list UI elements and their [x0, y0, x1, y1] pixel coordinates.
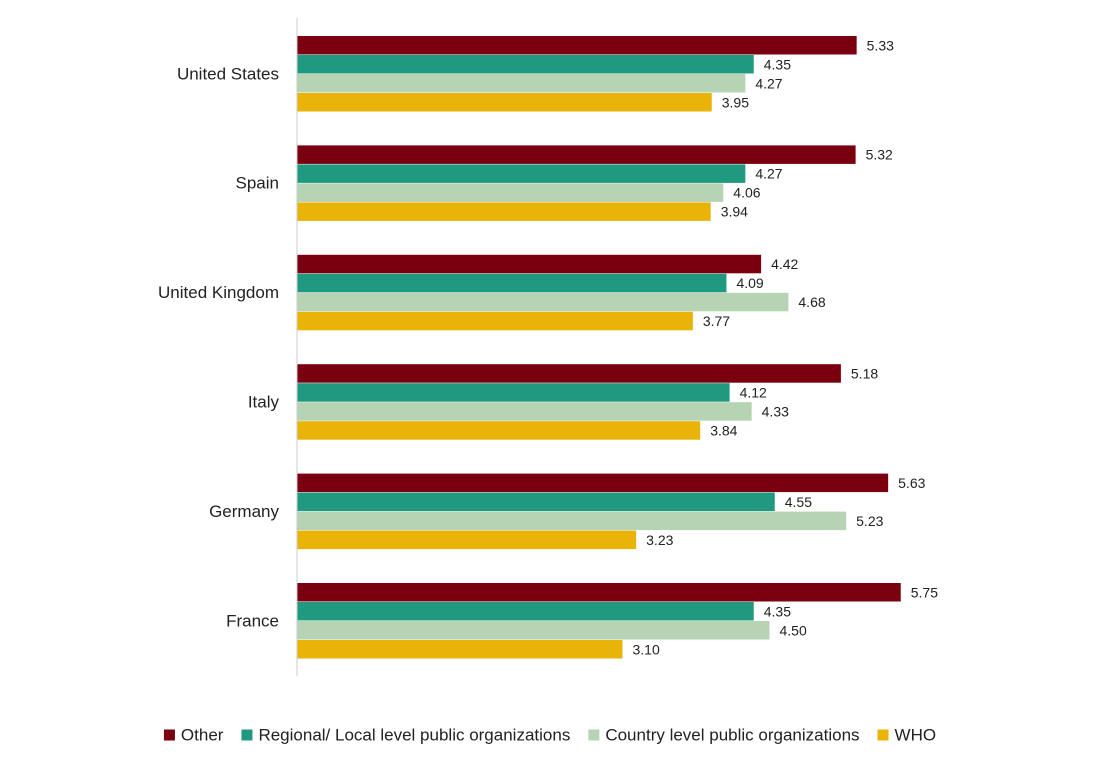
category-label-france: France: [226, 611, 279, 630]
data-label-united-kingdom-who: 3.77: [703, 313, 730, 329]
bar-united-kingdom-regional-local-level-public-organizations: [297, 273, 727, 293]
legend-label-other: Other: [181, 726, 224, 745]
bar-united-states-country-level-public-organizations: [297, 74, 746, 93]
legend-item-regional-local-level-public-organizations: Regional/ Local level public organizatio…: [241, 726, 570, 745]
bar-germany-other: [297, 473, 889, 493]
bar-spain-country-level-public-organizations: [297, 183, 724, 202]
legend-swatch-who: [877, 729, 889, 741]
data-label-italy-who: 3.84: [710, 422, 737, 438]
data-label-united-states-regional-local-level-public-organizations: 4.35: [764, 56, 791, 72]
data-label-france-who: 3.10: [633, 641, 660, 657]
bar-united-states-regional-local-level-public-organizations: [297, 55, 754, 74]
data-label-germany-who: 3.23: [646, 532, 673, 548]
data-label-france-other: 5.75: [911, 584, 938, 600]
bar-united-states-who: [297, 93, 712, 112]
data-label-germany-regional-local-level-public-organizations: 4.55: [785, 494, 812, 510]
bar-united-kingdom-who: [297, 311, 693, 331]
data-label-united-states-other: 5.33: [867, 37, 894, 53]
legend-label-regional-local-level-public-organizations: Regional/ Local level public organizatio…: [258, 726, 570, 745]
data-label-united-states-who: 3.95: [722, 94, 749, 110]
data-label-united-kingdom-regional-local-level-public-organizations: 4.09: [736, 275, 763, 291]
legend-swatch-other: [163, 729, 175, 741]
labels-layer: United States 5.33 4.35 4.27 3.95 Spain 5.32 4.…: [158, 37, 938, 657]
data-label-spain-who: 3.94: [721, 204, 748, 220]
bar-spain-other: [297, 145, 856, 164]
data-label-france-country-level-public-organizations: 4.50: [780, 622, 807, 638]
bar-germany-who: [297, 530, 637, 550]
bar-united-states-other: [297, 36, 857, 55]
legend-item-country-level-public-organizations: Country level public organizations: [588, 726, 860, 745]
data-label-united-kingdom-country-level-public-organizations: 4.68: [798, 294, 825, 310]
data-label-united-states-country-level-public-organizations: 4.27: [755, 75, 782, 91]
legend-swatch-country-level-public-organizations: [588, 729, 600, 741]
legend-item-other: Other: [163, 726, 224, 745]
legend: Other Regional/ Local level public organi…: [163, 726, 937, 745]
bar-france-who: [297, 640, 623, 659]
bar-france-country-level-public-organizations: [297, 621, 770, 640]
data-label-italy-regional-local-level-public-organizations: 4.12: [740, 384, 767, 400]
bar-italy-other: [297, 364, 841, 383]
bar-spain-who: [297, 202, 711, 221]
data-label-united-kingdom-other: 4.42: [771, 256, 798, 272]
bar-france-regional-local-level-public-organizations: [297, 602, 754, 621]
data-label-france-regional-local-level-public-organizations: 4.35: [764, 603, 791, 619]
data-label-spain-country-level-public-organizations: 4.06: [733, 185, 760, 201]
data-label-italy-country-level-public-organizations: 4.33: [762, 403, 789, 419]
data-label-italy-other: 5.18: [851, 365, 878, 381]
category-label-united-kingdom: United Kingdom: [158, 283, 279, 302]
category-label-italy: Italy: [248, 392, 280, 411]
bars-layer: [297, 36, 901, 659]
data-label-spain-regional-local-level-public-organizations: 4.27: [755, 166, 782, 182]
legend-label-who: WHO: [895, 726, 937, 745]
legend-swatch-regional-local-level-public-organizations: [241, 729, 253, 741]
bar-italy-regional-local-level-public-organizations: [297, 383, 730, 402]
bar-italy-who: [297, 421, 701, 440]
data-label-germany-country-level-public-organizations: 5.23: [856, 513, 883, 529]
category-label-spain: Spain: [236, 174, 279, 193]
category-label-united-states: United States: [177, 64, 279, 83]
category-label-germany: Germany: [209, 502, 279, 521]
legend-item-who: WHO: [877, 726, 937, 745]
bar-spain-regional-local-level-public-organizations: [297, 164, 746, 183]
bar-germany-country-level-public-organizations: [297, 511, 847, 531]
bar-italy-country-level-public-organizations: [297, 402, 752, 421]
data-label-spain-other: 5.32: [866, 147, 893, 163]
legend-label-country-level-public-organizations: Country level public organizations: [605, 726, 859, 745]
bar-germany-regional-local-level-public-organizations: [297, 492, 775, 512]
data-label-germany-other: 5.63: [898, 475, 925, 491]
bar-united-kingdom-country-level-public-organizations: [297, 292, 789, 312]
bar-france-other: [297, 583, 901, 602]
bar-united-kingdom-other: [297, 254, 762, 274]
